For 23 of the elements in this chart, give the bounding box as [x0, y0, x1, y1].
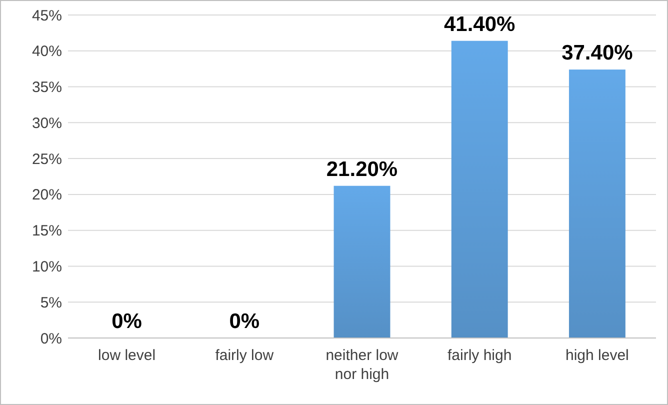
x-tick-label: low level: [98, 347, 156, 364]
y-tick-label: 20%: [32, 186, 62, 204]
data-label: 41.40%: [444, 12, 516, 36]
bar: [568, 70, 626, 338]
x-tick-label: neither low nor high: [326, 347, 398, 383]
x-tick-label: fairly low: [215, 347, 274, 364]
y-tick-label: 35%: [32, 79, 62, 96]
data-label: 37.40%: [562, 42, 634, 65]
data-label: 0%: [229, 310, 260, 333]
bar: [451, 40, 508, 338]
data-label: 0%: [112, 310, 142, 333]
y-tick-label: 15%: [32, 222, 62, 240]
data-label: 21.20%: [326, 158, 398, 181]
y-tick-label: 45%: [32, 7, 62, 24]
y-tick-label: 5%: [40, 294, 62, 312]
bar: [334, 186, 390, 338]
y-tick-label: 25%: [32, 150, 62, 168]
y-tick-label: 30%: [32, 114, 62, 132]
y-tick-label: 40%: [32, 43, 62, 60]
x-tick-label: fairly high: [448, 347, 512, 364]
y-tick-label: 0%: [40, 330, 62, 348]
y-tick-label: 10%: [32, 258, 62, 276]
x-tick-label: high level: [566, 347, 629, 364]
